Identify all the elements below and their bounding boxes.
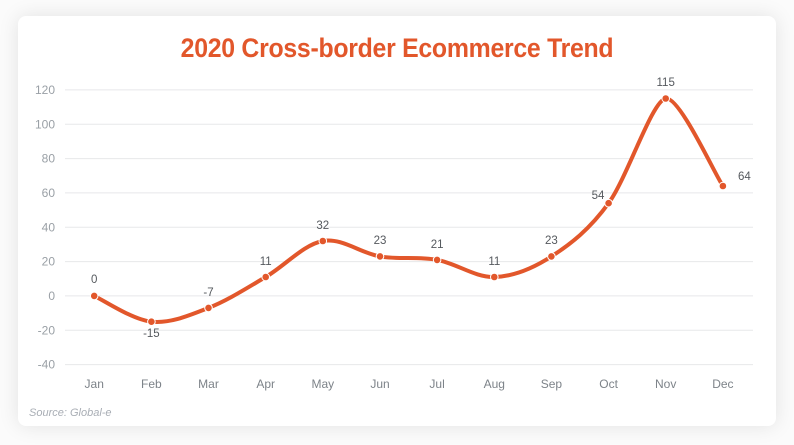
svg-text:21: 21 <box>431 239 444 251</box>
svg-text:11: 11 <box>488 256 500 268</box>
svg-text:32: 32 <box>316 220 329 232</box>
svg-text:60: 60 <box>42 186 56 200</box>
svg-text:Sep: Sep <box>541 377 563 391</box>
svg-text:11: 11 <box>260 256 272 268</box>
svg-text:-7: -7 <box>203 287 213 299</box>
svg-text:54: 54 <box>592 190 605 202</box>
svg-text:Jan: Jan <box>85 377 104 391</box>
svg-text:100: 100 <box>35 117 55 131</box>
svg-text:-40: -40 <box>38 358 56 372</box>
svg-text:0: 0 <box>48 289 55 303</box>
svg-text:Jun: Jun <box>370 377 389 391</box>
svg-text:23: 23 <box>545 235 558 247</box>
svg-text:May: May <box>311 377 334 391</box>
svg-text:0: 0 <box>91 274 97 286</box>
svg-text:-15: -15 <box>143 328 160 340</box>
svg-text:115: 115 <box>657 77 675 89</box>
svg-text:Jul: Jul <box>429 377 444 391</box>
svg-text:Nov: Nov <box>655 377 676 391</box>
svg-text:-20: -20 <box>38 323 56 337</box>
svg-text:Aug: Aug <box>484 377 505 391</box>
svg-text:Oct: Oct <box>599 377 618 391</box>
svg-text:120: 120 <box>35 83 55 97</box>
svg-text:64: 64 <box>738 171 751 183</box>
svg-text:20: 20 <box>42 255 56 269</box>
svg-text:Feb: Feb <box>141 377 162 391</box>
svg-text:Apr: Apr <box>256 377 275 391</box>
svg-text:Mar: Mar <box>198 377 219 391</box>
svg-text:23: 23 <box>374 235 387 247</box>
svg-text:Dec: Dec <box>712 377 733 391</box>
svg-text:80: 80 <box>42 152 56 166</box>
svg-text:40: 40 <box>42 220 56 234</box>
